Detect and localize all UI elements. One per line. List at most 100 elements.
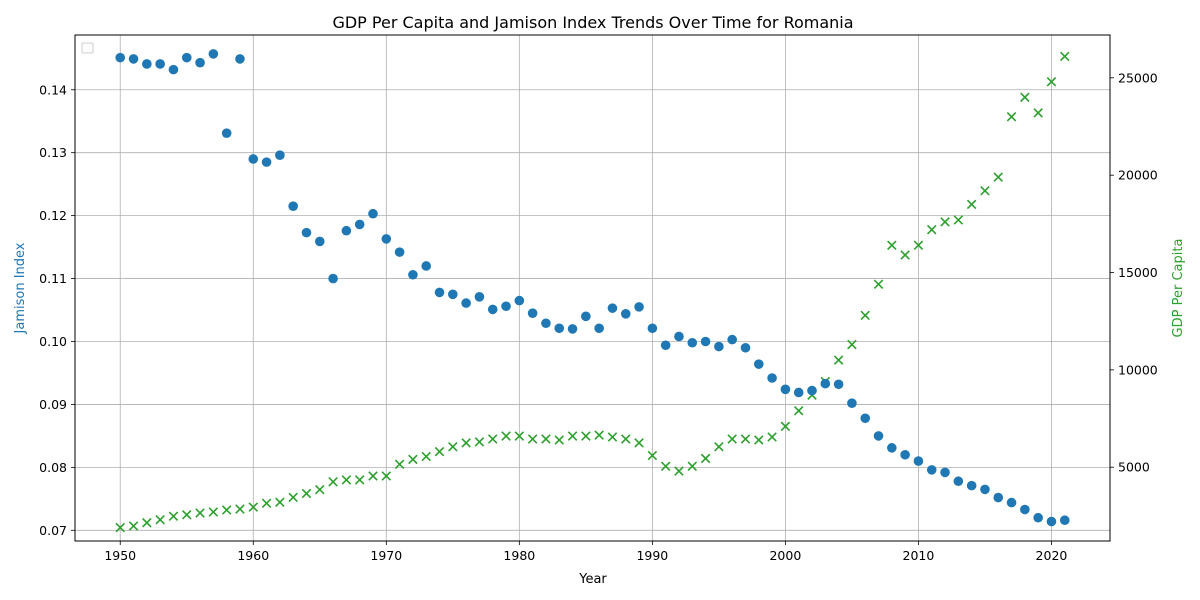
jamison-point [381,234,392,244]
gdp-point [860,310,870,321]
jamison-point [314,236,325,247]
x-tick-label: 1950 [104,548,136,563]
y-tick-label: 0.12 [39,208,67,223]
y-tick-label: 0.10 [39,334,67,349]
gdp-point [354,475,365,485]
gdp-point [195,508,205,518]
jamison-point [195,57,205,68]
gdp-point [168,511,179,522]
gdp-point [660,461,671,472]
jamison-point [341,225,352,236]
jamison-point [1020,504,1030,515]
jamison-point [541,318,551,329]
gdp-point [926,224,937,235]
jamison-point [434,287,445,298]
jamison-point [261,157,272,167]
y2-tick-label: 25000 [1118,70,1158,85]
jamison-point [527,308,538,318]
x-tick-label: 2010 [903,548,935,563]
gdp-point [501,431,511,441]
gdp-point [1006,112,1017,122]
jamison-point [820,378,831,389]
gdp-point [142,517,152,528]
jamison-point [833,379,844,390]
gdp-point [1020,92,1030,103]
gdp-point [780,421,791,432]
jamison-point [474,292,485,302]
x-tick-label: 1970 [370,548,402,563]
jamison-point [926,465,937,475]
jamison-point [873,431,884,441]
gdp-point [993,172,1004,182]
jamison-point [594,323,604,334]
jamison-point [807,385,817,396]
gdp-point [487,434,498,444]
jamison-point [394,247,405,257]
jamison-point [727,334,737,345]
jamison-point [501,301,511,312]
jamison-point [860,413,871,424]
y-tick-label: 0.13 [39,145,67,160]
gdp-point [301,488,312,499]
gdp-point [953,215,964,225]
jamison-point [767,373,777,383]
jamison-point [793,387,804,398]
y-axis-label: Jamison Index [13,242,28,334]
jamison-point [181,52,192,63]
jamison-point [647,323,658,334]
y2-axis-label: GDP Per Capita [1171,239,1186,338]
gdp-point [155,515,165,525]
gdp-point [115,522,125,533]
jamison-point [687,337,698,348]
gdp-point [620,434,631,444]
jamison-point [674,331,684,342]
jamison-point [301,227,312,238]
jamison-point [1033,512,1043,523]
gdp-point [328,477,338,487]
jamison-point [940,467,950,478]
gdp-point [833,355,844,365]
gdp-point [1060,51,1070,62]
jamison-point [847,398,857,408]
gdp-point [913,240,924,251]
jamison-point [660,340,671,351]
jamison-point [966,480,977,491]
jamison-point [221,128,232,138]
gdp-point [727,434,737,444]
x-tick-label: 2000 [769,548,801,563]
gdp-point [607,432,618,442]
jamison-point [753,359,764,369]
jamison-point [740,342,751,353]
gdp-point [740,434,751,444]
gdp-point [541,434,551,444]
gdp-point [181,509,192,520]
jamison-point [408,269,418,280]
y2-tick-label: 20000 [1118,168,1158,183]
y-tick-label: 0.14 [39,82,67,97]
jamison-point [448,289,458,300]
gdp-point [514,431,525,441]
jamison-point [887,443,897,453]
jamison-point [208,49,219,59]
gdp-point [980,185,990,196]
gdp-point [900,250,910,260]
gdp-point [261,498,272,508]
jamison-series [115,49,1070,527]
jamison-point [993,492,1004,503]
gdp-point [966,199,977,210]
x-tick-label: 1990 [636,548,668,563]
x-axis: 1950 1960 1970 1980 1990 2000 2010 2020 [104,541,1067,563]
y-tick-label: 0.07 [39,523,67,538]
jamison-point [248,154,259,164]
jamison-point [700,336,711,347]
gdp-point [873,279,884,289]
jamison-point [900,449,910,460]
gdp-point [381,471,392,481]
jamison-point [461,298,471,308]
gdp-point [767,432,777,442]
jamison-point [714,341,724,352]
jamison-point [780,384,791,395]
gdp-point [448,442,458,452]
gdp-point [847,339,857,350]
jamison-point [514,295,525,306]
